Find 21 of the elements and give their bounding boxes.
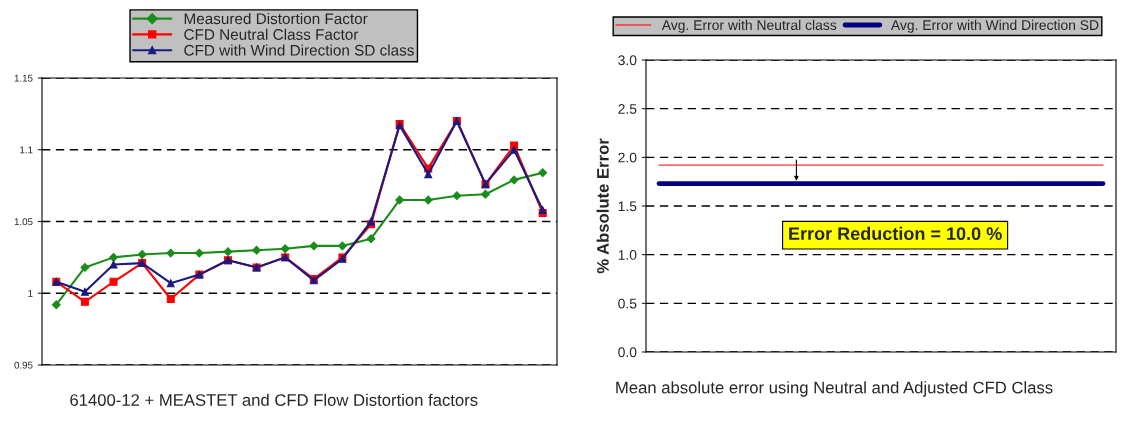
legend-label: CFD with Wind Direction SD class xyxy=(184,44,414,56)
y-tick-label: 0.5 xyxy=(618,298,637,309)
legend-label: CFD Neutral Class Factor xyxy=(184,28,359,40)
y-tick-label: 1.0 xyxy=(618,250,637,260)
annotation: Error Reduction = 10.0 % xyxy=(789,226,1002,241)
y-tick-label: 2.5 xyxy=(618,104,637,114)
legend-label: Avg. Error with Neutral class xyxy=(661,19,837,33)
y-tick-label: 3.0 xyxy=(618,55,637,66)
legend-label: Avg. Error with Wind Direction SD xyxy=(890,19,1099,33)
y-tick-label: 1 xyxy=(28,290,33,297)
y-tick-label: 1.5 xyxy=(618,201,637,212)
text: Mean absolute error using Neutral and Adjusted CFD Class xyxy=(616,381,1053,397)
legend-label: Measured Distortion Factor xyxy=(184,12,368,25)
y-tick-label: 0.95 xyxy=(14,361,33,369)
text: 61400-12 + MEASTET and CFD Flow Distortion factors xyxy=(70,393,478,406)
y-axis-title: % Absolute Error xyxy=(596,138,609,274)
y-tick-label: 1.05 xyxy=(14,218,33,226)
y-tick-label: 1.15 xyxy=(14,74,33,82)
y-tick-label: 2.0 xyxy=(618,152,637,163)
y-tick-label: 0.0 xyxy=(618,347,637,358)
y-tick-label: 1.1 xyxy=(20,146,33,154)
